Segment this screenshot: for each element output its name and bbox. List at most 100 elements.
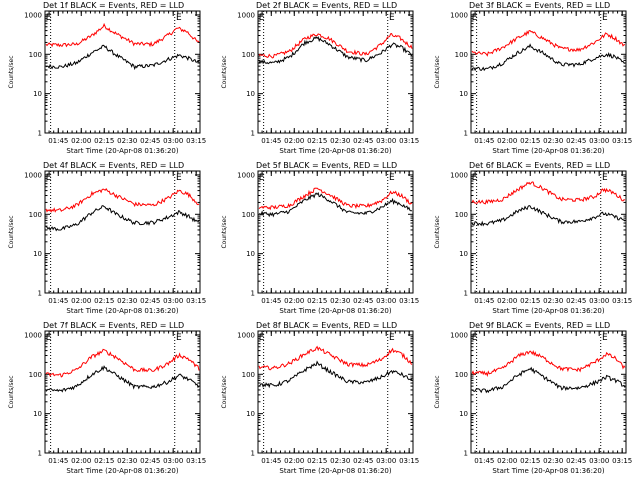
x-tick-label: 03:00 bbox=[589, 297, 609, 305]
x-tick-label: 01:45 bbox=[261, 297, 281, 305]
x-tick-label: 03:15 bbox=[399, 457, 419, 465]
y-tick-label: 1 bbox=[464, 290, 468, 298]
panel-title: Det 6f BLACK = Events, RED = LLD bbox=[469, 161, 610, 170]
panel-title: Det 2f BLACK = Events, RED = LLD bbox=[256, 1, 397, 10]
x-tick-label: 02:30 bbox=[330, 457, 350, 465]
x-tick-label: 02:45 bbox=[353, 297, 373, 305]
events-series-line bbox=[258, 36, 413, 65]
panel-title: Det 7f BLACK = Events, RED = LLD bbox=[43, 321, 184, 330]
y-tick-label: 1 bbox=[38, 130, 42, 138]
x-axis-label: Start Time (20-Apr-08 01:36:20) bbox=[279, 147, 391, 155]
y-tick-label: 1000 bbox=[24, 331, 42, 339]
y-tick-label: 1000 bbox=[24, 171, 42, 179]
x-tick-label: 02:15 bbox=[520, 297, 540, 305]
events-series-line bbox=[471, 43, 626, 72]
x-axis-label: Start Time (20-Apr-08 01:36:20) bbox=[279, 307, 391, 315]
x-tick-label: 03:00 bbox=[163, 137, 183, 145]
y-tick-label: 1 bbox=[38, 450, 42, 458]
y-tick-label: 10 bbox=[459, 90, 468, 98]
x-tick-label: 02:45 bbox=[566, 457, 586, 465]
x-tick-label: 03:15 bbox=[186, 297, 206, 305]
panel-det-1f: Det 1f BLACK = Events, RED = LLD E E 1 10 100… bbox=[8, 1, 206, 155]
y-tick-label: 1000 bbox=[450, 171, 468, 179]
lld-series-line bbox=[471, 181, 626, 205]
flag-label: E bbox=[472, 13, 478, 23]
lld-series-line bbox=[45, 22, 200, 48]
x-tick-label: 02:15 bbox=[94, 137, 114, 145]
flag-label: E bbox=[602, 173, 608, 183]
x-tick-label: 02:15 bbox=[520, 457, 540, 465]
x-tick-label: 02:15 bbox=[520, 137, 540, 145]
y-axis-label: Counts/sec bbox=[434, 215, 441, 248]
flag-label: E bbox=[389, 333, 395, 343]
x-tick-label: 03:00 bbox=[376, 457, 396, 465]
y-tick-label: 100 bbox=[242, 371, 255, 379]
x-tick-label: 02:15 bbox=[307, 297, 327, 305]
x-tick-label: 02:45 bbox=[140, 457, 160, 465]
x-tick-label: 02:15 bbox=[94, 457, 114, 465]
x-axis-label: Start Time (20-Apr-08 01:36:20) bbox=[279, 467, 391, 475]
x-tick-label: 02:30 bbox=[543, 297, 563, 305]
lld-series-line bbox=[45, 188, 200, 213]
flag-label: E bbox=[259, 173, 265, 183]
x-axis-label: Start Time (20-Apr-08 01:36:20) bbox=[66, 307, 178, 315]
y-tick-label: 100 bbox=[29, 211, 42, 219]
x-tick-label: 02:15 bbox=[94, 297, 114, 305]
events-series-line bbox=[45, 365, 200, 393]
x-axis-label: Start Time (20-Apr-08 01:36:20) bbox=[492, 147, 604, 155]
y-axis-label: Counts/sec bbox=[8, 215, 15, 248]
flag-label: E bbox=[259, 13, 265, 23]
plot-frame bbox=[257, 330, 414, 454]
y-tick-label: 10 bbox=[33, 250, 42, 258]
x-tick-label: 02:45 bbox=[566, 297, 586, 305]
y-axis-label: Counts/sec bbox=[221, 375, 228, 408]
x-tick-label: 03:00 bbox=[163, 457, 183, 465]
y-tick-label: 1000 bbox=[450, 331, 468, 339]
x-tick-label: 03:00 bbox=[163, 297, 183, 305]
plot-frame bbox=[44, 170, 201, 294]
x-tick-label: 02:30 bbox=[330, 137, 350, 145]
flag-label: E bbox=[389, 13, 395, 23]
flag-label: E bbox=[46, 13, 52, 23]
flag-label: E bbox=[176, 13, 182, 23]
x-tick-label: 01:45 bbox=[48, 297, 68, 305]
x-tick-label: 03:15 bbox=[612, 457, 632, 465]
x-tick-label: 03:15 bbox=[399, 297, 419, 305]
x-tick-label: 03:00 bbox=[376, 297, 396, 305]
x-tick-label: 02:45 bbox=[353, 137, 373, 145]
x-tick-label: 02:45 bbox=[140, 297, 160, 305]
events-series-line bbox=[471, 205, 626, 227]
y-axis-label: Counts/sec bbox=[221, 215, 228, 248]
y-tick-label: 1 bbox=[464, 130, 468, 138]
y-tick-label: 1000 bbox=[237, 171, 255, 179]
events-series-line bbox=[258, 192, 413, 218]
x-tick-label: 02:45 bbox=[140, 137, 160, 145]
y-tick-label: 10 bbox=[246, 250, 255, 258]
x-tick-label: 02:00 bbox=[497, 297, 517, 305]
y-tick-label: 1000 bbox=[24, 11, 42, 19]
x-tick-label: 02:30 bbox=[330, 297, 350, 305]
x-tick-label: 02:30 bbox=[543, 457, 563, 465]
lld-series-line bbox=[471, 30, 626, 57]
flag-label: E bbox=[472, 333, 478, 343]
x-tick-label: 02:00 bbox=[497, 137, 517, 145]
lld-series-line bbox=[258, 345, 413, 371]
x-tick-label: 02:00 bbox=[497, 457, 517, 465]
panel-det-6f: Det 6f BLACK = Events, RED = LLD E E 1 10 100… bbox=[434, 161, 632, 315]
panel-det-9f: Det 9f BLACK = Events, RED = LLD E E 1 10 100… bbox=[434, 321, 632, 475]
panel-det-5f: Det 5f BLACK = Events, RED = LLD E E 1 10 100… bbox=[221, 161, 419, 315]
x-tick-label: 01:45 bbox=[474, 457, 494, 465]
x-tick-label: 03:15 bbox=[186, 137, 206, 145]
lld-series-line bbox=[258, 187, 413, 211]
x-tick-label: 03:15 bbox=[612, 297, 632, 305]
x-tick-label: 02:15 bbox=[307, 137, 327, 145]
y-tick-label: 10 bbox=[459, 250, 468, 258]
flag-label: E bbox=[176, 333, 182, 343]
